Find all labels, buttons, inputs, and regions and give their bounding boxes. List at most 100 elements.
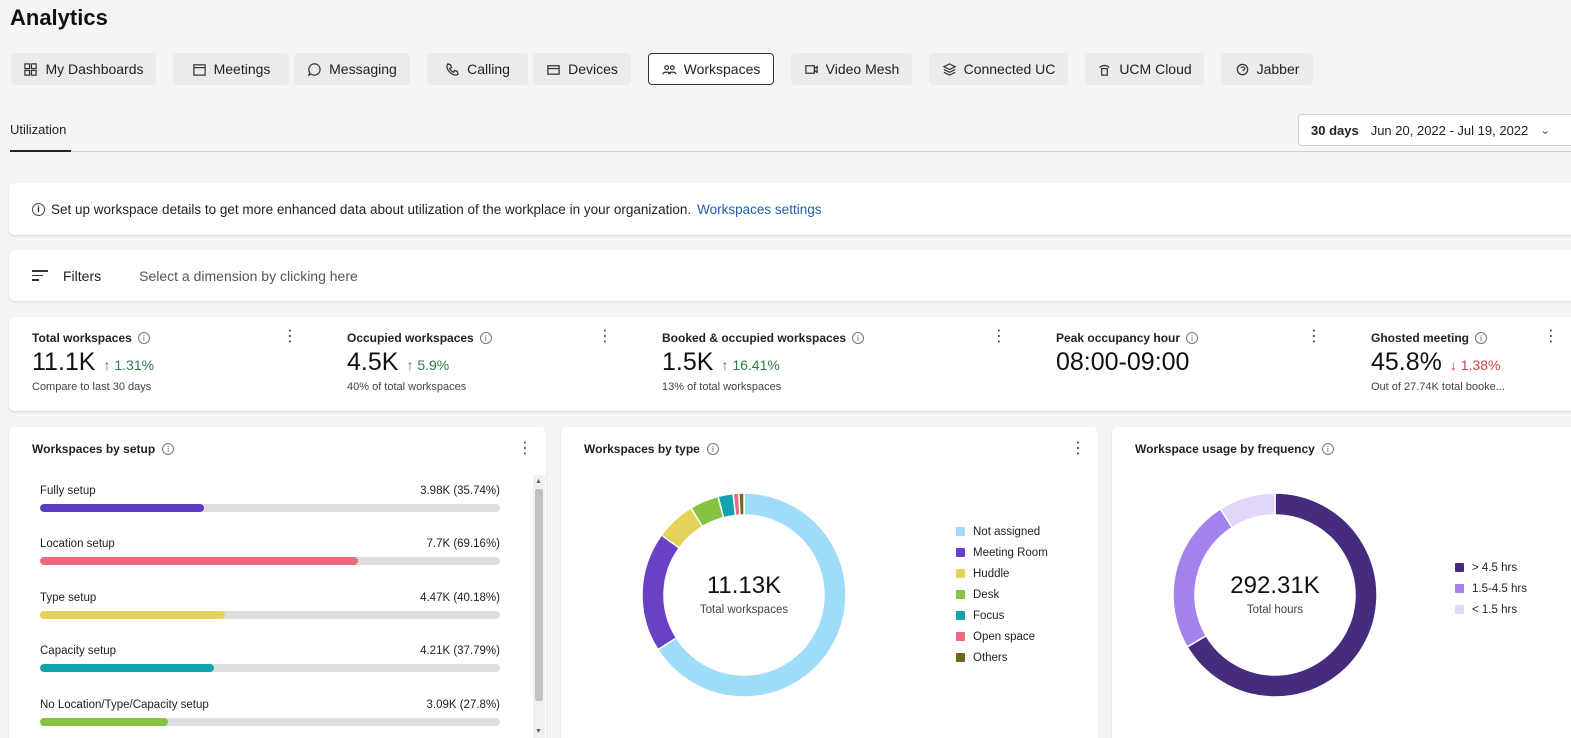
kpi-value: 45.8%: [1371, 348, 1442, 376]
tab-calling[interactable]: Calling: [427, 53, 528, 85]
kpi-delta: ↑ 16.41%: [721, 357, 780, 373]
info-icon[interactable]: i: [706, 443, 719, 455]
subtab-utilization[interactable]: Utilization: [10, 120, 71, 152]
tab-my-dashboards[interactable]: My Dashboards: [11, 53, 156, 85]
info-icon[interactable]: i: [1321, 443, 1334, 455]
progress-track: [40, 664, 500, 672]
more-options-icon[interactable]: ⋮: [282, 328, 298, 345]
tab-messaging[interactable]: Messaging: [294, 53, 410, 85]
tab-label: My Dashboards: [45, 61, 144, 77]
kpi-subtitle: Out of 27.74K total booke...: [1371, 381, 1505, 393]
tab-video-mesh[interactable]: Video Mesh: [791, 53, 912, 85]
filters-hint[interactable]: Select a dimension by clicking here: [139, 267, 358, 284]
donut-center-value: 292.31K: [1230, 572, 1320, 599]
tab-label: Meetings: [213, 61, 271, 77]
setup-value: 4.47K (40.18%): [420, 592, 500, 604]
donut-slice--1-5-hrs[interactable]: [1219, 492, 1276, 529]
legend-item[interactable]: Not assigned: [956, 521, 1048, 542]
workspaces-by-type-chart: [641, 492, 847, 698]
info-icon[interactable]: i: [1475, 332, 1488, 344]
more-options-icon[interactable]: ⋮: [1543, 328, 1559, 345]
more-options-icon[interactable]: ⋮: [517, 440, 533, 457]
legend-item[interactable]: Desk: [956, 584, 1048, 605]
legend-label: Huddle: [973, 567, 1010, 580]
kpi-value: 11.1K: [32, 348, 96, 376]
scroll-up-icon[interactable]: ▲: [535, 478, 542, 485]
kpi-delta: ↓ 1.38%: [1449, 357, 1501, 373]
more-options-icon[interactable]: ⋮: [991, 328, 1007, 345]
kpi-delta: ↑ 1.31%: [103, 357, 155, 373]
legend-item[interactable]: > 4.5 hrs: [1455, 557, 1527, 578]
legend-label: Meeting Room: [973, 546, 1048, 559]
legend-item[interactable]: 1.5-4.5 hrs: [1455, 578, 1527, 599]
progress-track: [40, 718, 500, 726]
phone-icon: [446, 62, 459, 76]
workspaces-settings-link[interactable]: Workspaces settings: [697, 201, 822, 217]
setup-label: Fully setup: [40, 485, 96, 497]
card-title: Workspaces by setup: [32, 442, 156, 456]
legend-label: Others: [973, 651, 1008, 664]
tab-label: Connected UC: [963, 61, 1056, 77]
info-icon[interactable]: i: [162, 443, 175, 455]
scroll-down-icon[interactable]: ▼: [535, 728, 542, 735]
legend-label: Desk: [973, 588, 1000, 601]
info-icon: i: [32, 202, 45, 216]
tab-ucm-cloud[interactable]: UCM Cloud: [1085, 53, 1204, 85]
tab-label: Jabber: [1256, 61, 1300, 77]
dashboard-icon: [24, 62, 38, 76]
setup-value: 3.98K (35.74%): [420, 485, 500, 497]
scrollbar-thumb[interactable]: [535, 489, 543, 701]
more-options-icon[interactable]: ⋮: [597, 328, 613, 345]
setup-row-none: No Location/Type/Capacity setup 3.09K (2…: [40, 699, 500, 726]
legend-swatch: [956, 632, 965, 641]
progress-track: [40, 557, 500, 565]
donut-slice-meeting-room[interactable]: [641, 533, 681, 651]
legend-label: Open space: [973, 630, 1036, 643]
info-icon[interactable]: i: [852, 332, 865, 344]
legend-item[interactable]: < 1.5 hrs: [1455, 599, 1527, 620]
setup-label: Capacity setup: [40, 645, 117, 657]
device-icon: [547, 64, 560, 75]
info-icon[interactable]: i: [479, 332, 492, 344]
tab-meetings[interactable]: Meetings: [173, 53, 289, 85]
tab-workspaces[interactable]: Workspaces: [648, 53, 774, 85]
legend-item[interactable]: Others: [956, 647, 1048, 668]
legend-label: Not assigned: [973, 525, 1041, 538]
kpi-peak-occupancy: Peak occupancy hour i 08:00-09:00: [1056, 331, 1336, 377]
legend-item[interactable]: Huddle: [956, 563, 1048, 584]
legend-swatch: [1455, 605, 1464, 614]
donut-slice-others[interactable]: [738, 492, 745, 516]
info-icon[interactable]: i: [137, 332, 150, 344]
legend-label: < 1.5 hrs: [1472, 603, 1518, 616]
donut-slice--4-5-hrs[interactable]: [1186, 492, 1378, 698]
kpi-title: Peak occupancy hour: [1056, 331, 1181, 345]
info-icon[interactable]: i: [1186, 332, 1199, 344]
video-mesh-icon: [804, 64, 818, 74]
tab-connected-uc[interactable]: Connected UC: [929, 53, 1068, 85]
workspaces-by-setup-card: Workspaces by setup i ⋮ Fully setup 3.98K…: [9, 427, 546, 738]
donut-center-label: Total hours: [1246, 604, 1304, 616]
legend-item[interactable]: Open space: [956, 626, 1048, 647]
date-range-picker[interactable]: 30 days Jun 20, 2022 - Jul 19, 2022 ⌄: [1298, 114, 1571, 146]
setup-row-fully: Fully setup 3.98K (35.74%): [40, 485, 500, 512]
legend-item[interactable]: Meeting Room: [956, 542, 1048, 563]
donut-slice-not-assigned[interactable]: [656, 492, 847, 698]
filters-bar[interactable]: Filters Select a dimension by clicking h…: [9, 250, 1571, 301]
date-range-days: 30 days: [1311, 122, 1359, 138]
tab-jabber[interactable]: Jabber: [1221, 53, 1313, 85]
progress-fill: [40, 664, 214, 672]
kpi-title: Ghosted meeting: [1371, 331, 1470, 345]
cloud-phone-icon: [1099, 64, 1111, 76]
workspace-usage-frequency-card: Workspace usage by frequency i 292.31K To…: [1112, 427, 1571, 738]
kpi-panel: Total workspaces i 11.1K ↑ 1.31% Compare t…: [9, 317, 1571, 411]
page-title: Analytics: [10, 5, 108, 30]
tab-label: Workspaces: [683, 61, 761, 77]
more-options-icon[interactable]: ⋮: [1306, 328, 1322, 345]
tab-devices[interactable]: Devices: [533, 53, 631, 85]
chevron-down-icon: ⌄: [1540, 123, 1551, 137]
scrollbar[interactable]: ▲ ▼: [533, 475, 545, 738]
legend-swatch: [956, 611, 965, 620]
info-banner: i Set up workspace details to get more e…: [9, 183, 1571, 235]
tab-label: Devices: [568, 61, 618, 77]
legend-item[interactable]: Focus: [956, 605, 1048, 626]
